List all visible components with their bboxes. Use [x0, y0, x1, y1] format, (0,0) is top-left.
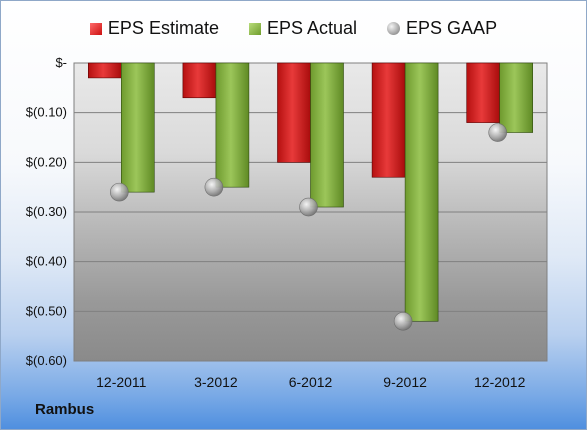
point-eps-gaap — [110, 182, 129, 202]
bar-eps-actual — [404, 62, 439, 322]
legend-item-actual: EPS Actual — [248, 18, 358, 39]
legend-item-gaap: EPS GAAP — [387, 18, 497, 39]
y-tick-label: $- — [55, 55, 67, 70]
chart-legend: EPS Estimate EPS Actual EPS GAAP — [1, 18, 586, 39]
point-eps-gaap — [488, 123, 508, 142]
y-tick-label: $(0.30) — [26, 204, 67, 219]
y-tick-label: $(0.60) — [26, 353, 67, 368]
x-tick-label: 9-2012 — [383, 374, 427, 390]
bar-eps-estimate — [88, 62, 122, 79]
x-tick-label: 12-2011 — [96, 374, 147, 390]
bar-eps-actual — [310, 62, 344, 208]
x-tick-label: 12-2012 — [474, 374, 526, 390]
point-eps-gaap — [204, 177, 224, 197]
y-tick-label: $(0.50) — [26, 303, 67, 318]
bar-eps-actual — [215, 62, 250, 188]
bar-eps-estimate — [466, 62, 501, 123]
legend-swatch-actual — [248, 22, 261, 35]
legend-swatch-gaap — [387, 22, 401, 35]
bar-eps-actual — [499, 62, 534, 133]
legend-label-actual: EPS Actual — [266, 18, 358, 38]
company-name: Rambus — [35, 401, 95, 418]
y-tick-label: $(0.20) — [26, 154, 67, 169]
bar-eps-estimate — [182, 62, 217, 99]
x-tick-label: 3-2012 — [194, 374, 238, 390]
legend-swatch-estimate — [89, 22, 102, 35]
point-eps-gaap — [299, 197, 318, 217]
y-tick-label: $(0.10) — [26, 105, 67, 120]
y-tick-label: $(0.40) — [26, 254, 67, 269]
bar-eps-actual — [121, 62, 155, 193]
bar-eps-estimate — [277, 62, 311, 163]
legend-label-estimate: EPS Estimate — [107, 18, 219, 38]
bar-eps-estimate — [371, 62, 406, 178]
legend-label-gaap: EPS GAAP — [406, 18, 498, 38]
legend-item-estimate: EPS Estimate — [89, 18, 219, 39]
x-tick-label: 6-2012 — [289, 374, 333, 390]
point-eps-gaap — [393, 311, 413, 331]
